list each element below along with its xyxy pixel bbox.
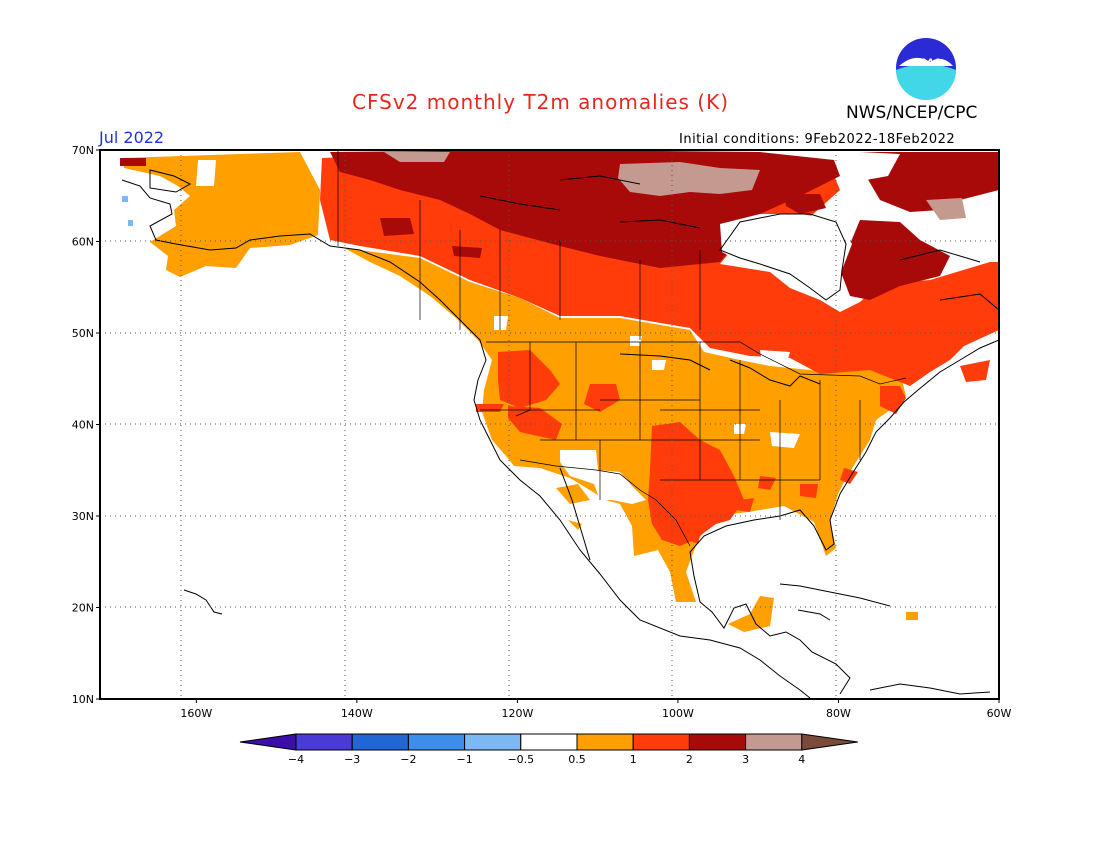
colorbar-swatch xyxy=(464,733,522,751)
colorbar-label: 3 xyxy=(742,753,749,766)
colorbar-label: 0.5 xyxy=(568,753,586,766)
lat-tick-label: 60N xyxy=(72,236,94,249)
noaa-logo: NOAA xyxy=(896,38,956,100)
colorbar-swatch xyxy=(632,733,690,751)
colorbar-label: −2 xyxy=(400,753,416,766)
lat-tick-label: 70N xyxy=(72,144,94,157)
colorbar-swatch xyxy=(688,733,747,751)
lat-tick-label: 40N xyxy=(72,419,94,432)
lat-tick-label: 20N xyxy=(72,602,94,615)
colorbar-arrow-high xyxy=(801,733,858,751)
noaa-logo-text: NOAA xyxy=(911,58,940,68)
colorbar-swatch xyxy=(576,733,634,751)
colorbar-swatch xyxy=(407,733,466,751)
lat-tick-label: 30N xyxy=(72,510,94,523)
anomaly-map xyxy=(100,150,999,699)
boundaries xyxy=(337,150,907,547)
colorbar-label: 4 xyxy=(798,753,805,766)
near-normal-areas xyxy=(100,152,900,504)
longitude-ticks: 160W 140W 120W 100W 80W 60W xyxy=(180,699,1012,720)
colorbar-label: −3 xyxy=(344,753,360,766)
colorbar: −4 −3 −2 −1 −0.5 0.5 1 2 3 4 xyxy=(239,733,858,766)
colorbar-label: 2 xyxy=(686,753,693,766)
coastlines xyxy=(121,169,999,699)
colorbar-arrow-low xyxy=(239,733,297,751)
colorbar-swatch xyxy=(745,733,803,751)
lon-tick-label: 120W xyxy=(501,707,533,720)
colorbar-label: −0.5 xyxy=(507,753,534,766)
lon-tick-label: 140W xyxy=(341,707,373,720)
forecast-month: Jul 2022 xyxy=(99,128,165,147)
colorbar-label: −1 xyxy=(456,753,472,766)
initial-conditions: Initial conditions: 9Feb2022-18Feb2022 xyxy=(679,132,956,147)
colorbar-swatch xyxy=(295,733,353,751)
agency-label: NWS/NCEP/CPC xyxy=(846,103,978,123)
map-title: CFSv2 monthly T2m anomalies (K) xyxy=(352,90,729,114)
anomaly-3-4 xyxy=(384,152,966,220)
lon-tick-label: 100W xyxy=(662,707,694,720)
lat-tick-label: 10N xyxy=(72,693,94,706)
lon-tick-label: 80W xyxy=(826,707,851,720)
colorbar-swatch xyxy=(520,733,578,751)
colorbar-swatch xyxy=(351,733,409,751)
lon-tick-label: 60W xyxy=(987,707,1012,720)
colorbar-label: 1 xyxy=(630,753,637,766)
lon-tick-label: 160W xyxy=(180,707,212,720)
colorbar-label: −4 xyxy=(288,753,304,766)
latitude-ticks: 70N 60N 50N 40N 30N 20N 10N xyxy=(72,144,100,706)
lat-tick-label: 50N xyxy=(72,327,94,340)
